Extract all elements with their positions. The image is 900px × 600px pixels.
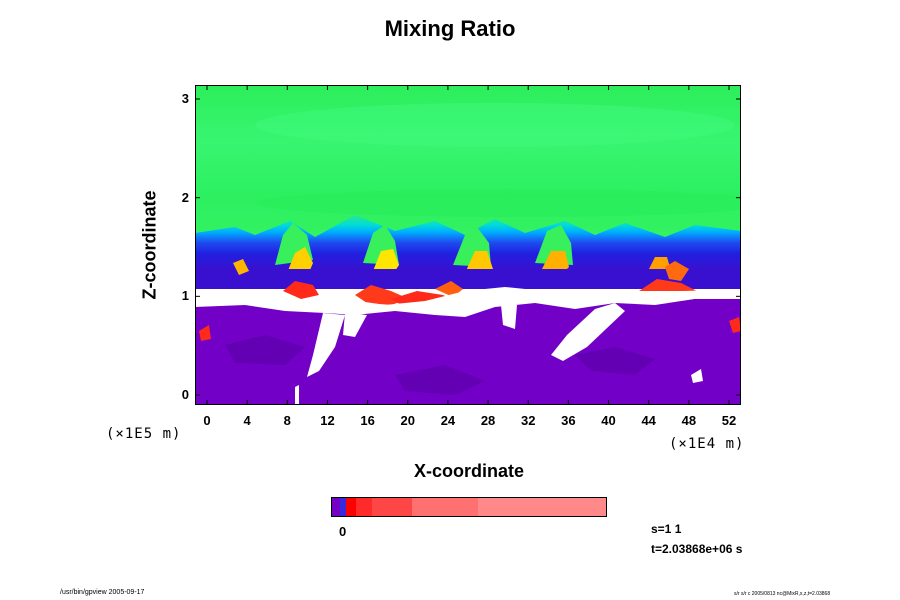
colorbar-swatch [478,498,607,516]
colorbar-label: 0 [339,524,347,539]
x-tick-label: 28 [480,413,496,428]
x-tick-label: 20 [400,413,415,428]
x-tick-label: 16 [360,413,375,428]
yellow-spot [233,259,249,275]
x-tick-label: 8 [283,413,291,428]
dark-blue-band [195,269,741,289]
colorbar-swatch [340,498,346,516]
x-tick-label: 52 [721,413,737,428]
colorbar-swatch [332,498,340,516]
footer-right: s/r s/r c 2005/0813 nc@MixR,x,z,t=2.0386… [734,591,831,597]
x-tick-label: 24 [440,413,456,428]
x-tick-label: 12 [320,413,335,428]
white-tongue [501,305,517,329]
white-spot [691,369,703,383]
plot-frame [195,85,741,405]
dark-purple-patch [225,335,305,365]
colorbar [331,497,607,517]
y-tick-label: 2 [181,189,189,205]
x-tick-label: 40 [601,413,616,428]
dark-purple-patch [395,365,485,395]
white-gap [195,287,741,317]
colorbar-swatch [356,498,372,516]
colorbar-swatch [346,498,356,516]
y-tick-label: 3 [181,91,189,106]
y-axis-units: (×1E5 m) [106,426,182,442]
plot-area [195,85,741,405]
white-tongue [551,303,625,361]
white-spot [295,385,299,405]
heatmap-field [195,85,741,405]
x-tick-label: 4 [243,413,251,428]
green-streak [255,189,741,217]
dark-purple-patch [575,347,655,375]
colorbar-frame [331,497,607,517]
y-tick-label: 1 [181,288,189,304]
colorbar-swatch [372,498,412,516]
x-axis-label: X-coordinate [413,461,524,481]
red-spot [729,317,741,333]
red-filament [665,261,689,281]
x-tick-label: 44 [641,413,656,428]
light-green-patch [255,103,735,147]
white-tongue [307,313,345,377]
footer-left: /usr/bin/gpview 2005-09-17 [60,589,145,596]
chart-title: Mixing Ratio [384,16,516,41]
colorbar-swatch [412,498,478,516]
y-axis-label: Z-coordinate [139,190,160,300]
y-tick-marks [195,98,741,396]
red-filament [435,281,463,297]
x-tick-label: 48 [681,413,697,428]
y-tick-label: 0 [181,387,189,402]
x-axis-units: (×1E4 m) [669,436,745,452]
step-stamp: s=1 1 [651,522,682,536]
x-tick-label: 36 [561,413,576,428]
red-filament [283,281,319,299]
red-spot [199,325,211,341]
white-tongue [343,313,367,337]
x-tick-label: 0 [203,413,211,428]
x-tick-label: 32 [520,413,536,428]
x-tick-marks [206,85,730,405]
time-stamp: t=2.03868e+06 s [651,542,743,556]
